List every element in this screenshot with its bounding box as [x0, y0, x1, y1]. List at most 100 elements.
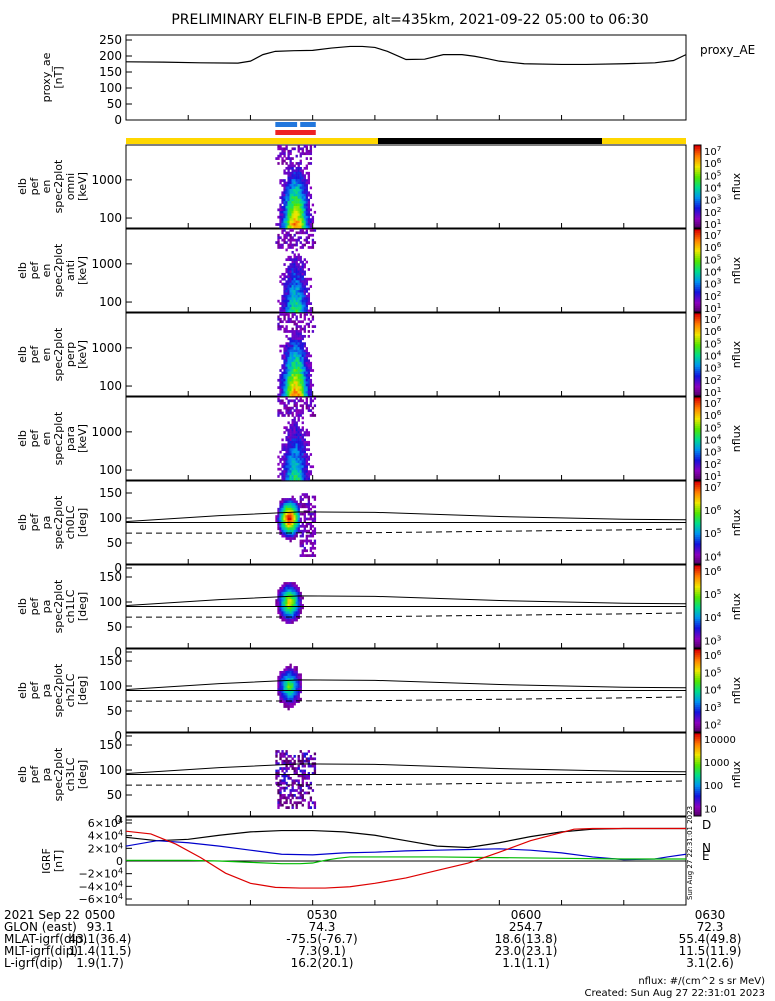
spectrogram-cell — [299, 498, 302, 501]
spectrogram-cell — [291, 174, 294, 178]
panel-en_perp-colorbar-tick: 103 — [704, 361, 721, 375]
spectrogram-cell — [285, 500, 288, 504]
spectrogram-cell — [301, 270, 304, 274]
spectrogram-cell — [293, 206, 296, 209]
spectrogram-cell — [307, 317, 311, 321]
spectrogram-cell — [281, 794, 284, 797]
spectrogram-cell — [289, 215, 292, 219]
colorbar-step — [694, 669, 701, 673]
spectrogram-cell — [289, 582, 292, 585]
spectrogram-cell — [285, 685, 288, 689]
panel-pa_ch1-spectrogram — [275, 582, 304, 624]
spectrogram-cell — [293, 685, 296, 689]
spectrogram-cell — [303, 386, 306, 389]
spectrogram-cell — [297, 374, 300, 377]
spectrogram-cell — [297, 162, 300, 165]
spectrogram-cell — [283, 510, 286, 514]
spectrogram-cell — [287, 179, 290, 182]
spectrogram-cell — [305, 220, 308, 224]
spectrogram-cell — [289, 683, 292, 686]
spectrogram-cell — [293, 313, 296, 316]
spectrogram-cell — [297, 196, 300, 200]
spectrogram-cell — [285, 448, 288, 452]
spectrogram-cell — [287, 618, 290, 622]
spectrogram-cell — [309, 527, 313, 531]
colorbar-step — [694, 665, 701, 669]
spectrogram-cell — [279, 401, 282, 405]
spectrogram-cell — [295, 779, 298, 783]
spectrogram-cell — [293, 253, 296, 257]
colorbar-step — [694, 237, 701, 240]
spectrogram-cell — [299, 404, 302, 408]
spectrogram-cell — [309, 386, 313, 389]
colorbar-step — [694, 786, 701, 790]
spectrogram-cell — [311, 554, 315, 557]
colorbar-step — [694, 589, 701, 593]
spectrogram-cell — [285, 764, 288, 768]
spectrogram-cell — [299, 361, 302, 365]
spectrogram-cell — [307, 374, 311, 377]
panel-en_omni-colorbar-tick: 104 — [704, 181, 722, 195]
spectrogram-cell — [305, 241, 308, 244]
panel-pa_ch1-loss-cone-upper — [125, 595, 687, 607]
spectrogram-cell — [297, 253, 300, 257]
spectrogram-cell — [277, 157, 280, 160]
spectrogram-cell — [307, 294, 311, 298]
spectrogram-cell — [305, 539, 308, 543]
spectrogram-cell — [279, 589, 282, 593]
spectrogram-cell — [309, 229, 313, 232]
spectrogram-cell — [313, 529, 317, 533]
colorbar-step — [694, 541, 701, 544]
spectrogram-cell — [295, 534, 298, 538]
spectrogram-cell — [291, 428, 294, 432]
spectrogram-cell — [285, 210, 288, 214]
spectrogram-cell — [305, 210, 308, 214]
spectrogram-cell — [295, 193, 298, 197]
panel-igrf-tick-label: 6×104 — [88, 816, 123, 830]
spectrogram-cell — [305, 309, 308, 313]
spectrogram-cell — [301, 549, 304, 553]
spectrogram-cell — [285, 673, 288, 677]
spectrogram-cell — [289, 275, 292, 279]
spectrogram-cell — [285, 762, 288, 766]
footer-value: 16.2(20.1) — [290, 956, 354, 970]
spectrogram-cell — [301, 210, 304, 214]
spectrogram-cell — [281, 391, 284, 394]
spectrogram-cell — [295, 401, 298, 405]
spectrogram-cell — [297, 277, 300, 281]
spectrogram-cell — [283, 369, 286, 372]
spectrogram-cell — [301, 772, 304, 775]
colorbar-step — [694, 391, 701, 395]
spectrogram-cell — [289, 233, 292, 237]
spectrogram-cell — [307, 801, 311, 805]
spectrogram-cell — [291, 313, 294, 316]
spectrogram-cell — [283, 287, 286, 291]
panel-pa_ch2-colorbar-tick: 105 — [704, 665, 721, 679]
spectrogram-cell — [305, 477, 308, 481]
spectrogram-cell — [295, 462, 298, 466]
spectrogram-cell — [305, 299, 308, 303]
spectrogram-cell — [293, 307, 296, 310]
spectrogram-cell — [277, 762, 280, 766]
spectrogram-cell — [285, 181, 288, 185]
spectrogram-cell — [281, 458, 284, 461]
spectrogram-cell — [277, 145, 280, 148]
spectrogram-cell — [283, 327, 286, 331]
spectrogram-cell — [287, 265, 290, 269]
spectrogram-cell — [301, 371, 304, 375]
spectrogram-cell — [307, 502, 311, 506]
spectrogram-cell — [289, 378, 292, 382]
panel-pa_ch3-ylabel-line: elb — [16, 766, 29, 783]
colorbar-step — [694, 675, 701, 679]
colorbar-step — [694, 305, 701, 309]
spectrogram-cell — [289, 246, 292, 249]
spectrogram-cell — [295, 290, 298, 293]
spectrogram-cell — [299, 352, 302, 355]
spectrogram-cell — [287, 255, 290, 259]
spectrogram-cell — [301, 445, 304, 449]
spectrogram-cell — [305, 534, 308, 538]
spectrogram-cell — [275, 772, 278, 775]
spectrogram-cell — [307, 364, 311, 368]
spectrogram-cell — [311, 203, 315, 207]
spectrogram-cell — [297, 378, 300, 382]
